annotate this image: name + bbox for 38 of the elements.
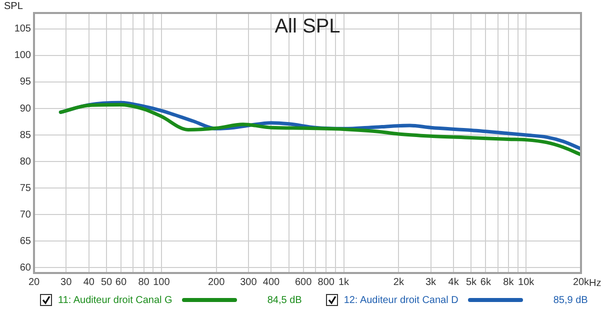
- x-tick-label: 10k: [518, 276, 536, 288]
- x-tick-label: 400: [262, 276, 280, 288]
- x-tick-label: 2k: [393, 276, 405, 288]
- x-tick-label: 300: [240, 276, 258, 288]
- x-tick-label: 600: [294, 276, 312, 288]
- chart-title: All SPL: [274, 16, 340, 38]
- y-tick-label: 90: [20, 103, 32, 114]
- text: 11: Auditeur droit Canal G: [58, 294, 172, 306]
- y-tick-label: 75: [20, 182, 32, 194]
- x-tick-label: 30: [60, 276, 72, 288]
- x-tick-label: 20: [28, 276, 40, 288]
- x-axis-title: Hz: [589, 278, 602, 289]
- text: 84,5 dB: [267, 294, 302, 306]
- text: 85,9 dB: [553, 294, 588, 306]
- y-tick-label: 85: [20, 130, 32, 141]
- x-tick-label: 60: [115, 276, 127, 288]
- x-tick-label: 80: [138, 276, 150, 288]
- x-tick-label: 8k: [503, 276, 515, 288]
- x-tick-label: 5k: [466, 276, 478, 288]
- x-tick-label: 100: [153, 276, 170, 288]
- x-tick-label: 4k: [448, 276, 460, 288]
- x-tick-label: 20k: [572, 276, 590, 288]
- y-tick-label: 100: [14, 50, 32, 62]
- y-axis-title: SPL: [4, 0, 24, 12]
- x-tick-label: 1k: [338, 276, 350, 288]
- y-tick-label: 65: [20, 236, 32, 247]
- x-tick-label: 200: [208, 276, 226, 288]
- y-tick-label: 70: [20, 209, 32, 220]
- text: 12: Auditeur droit Canal D: [344, 294, 458, 306]
- x-tick-label: 40: [83, 276, 95, 288]
- x-tick-label: 50: [100, 276, 113, 288]
- y-tick-label: 60: [20, 262, 32, 274]
- x-tick-label: 800: [318, 276, 335, 288]
- y-tick-label: 105: [14, 24, 32, 35]
- y-tick-label: 80: [20, 156, 32, 168]
- y-tick-label: 95: [20, 76, 32, 88]
- x-tick-label: 6k: [480, 276, 492, 288]
- x-tick-label: 3k: [425, 276, 438, 288]
